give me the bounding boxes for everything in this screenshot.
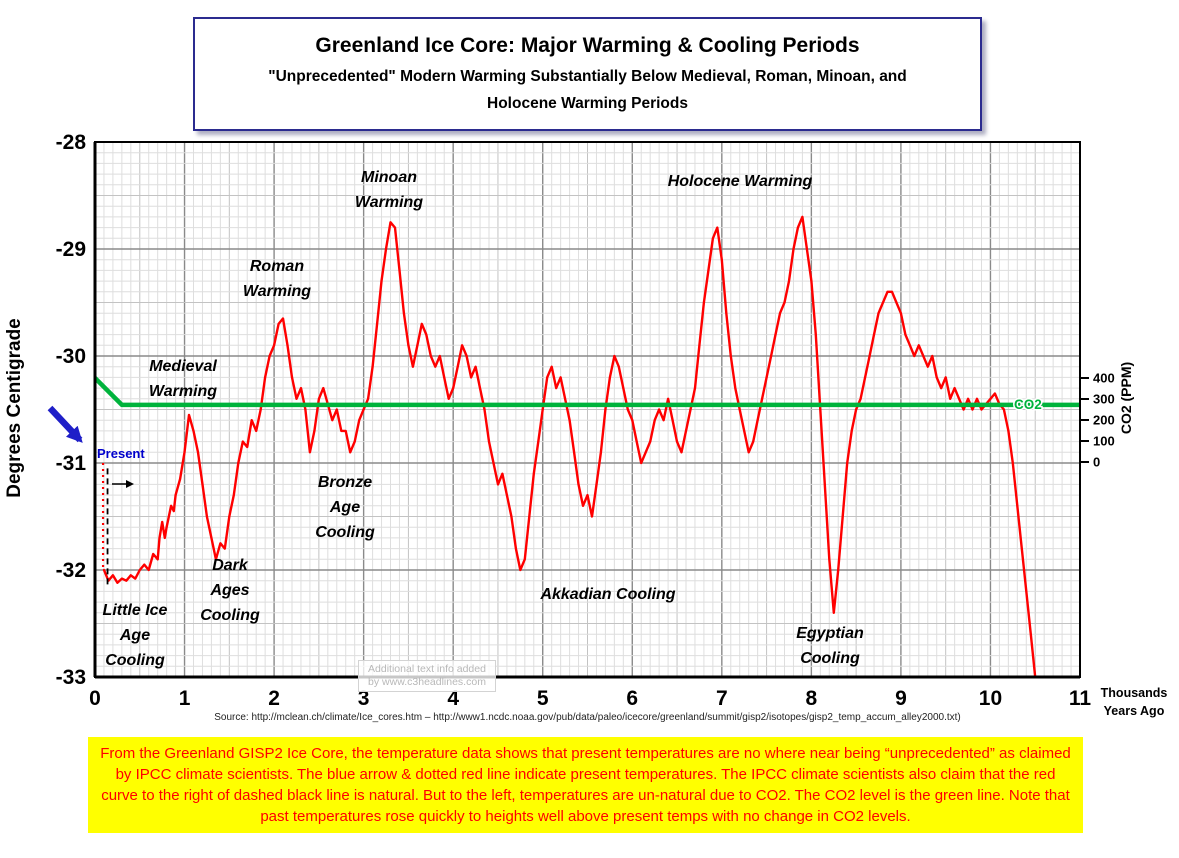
caption-box: From the Greenland GISP2 Ice Core, the t… <box>88 737 1083 833</box>
present-label: Present <box>97 446 145 461</box>
y-axis-label-degrees-centigrade: Degrees Centigrade <box>4 318 25 498</box>
co2-tick-label: 200 <box>1093 413 1115 428</box>
co2-tick-label: 300 <box>1093 392 1115 407</box>
y-tick-label: -28 <box>56 131 87 154</box>
source-line: Source: http://mclean.ch/climate/Ice_cor… <box>214 712 961 723</box>
x-axis-note-thousands-years-ago: Thousands Years Ago <box>1100 686 1168 718</box>
x-tick-label: 11 <box>1069 687 1092 710</box>
temperature-line <box>102 215 1037 679</box>
annotation-roman-warming: Roman Warming <box>242 258 312 300</box>
y-tick-label: -29 <box>56 238 86 261</box>
x-tick-label: 2 <box>268 687 280 710</box>
co2-tick-label: 400 <box>1093 371 1115 386</box>
x-tick-label: 7 <box>716 687 728 710</box>
x-tick-label: 1 <box>179 687 191 710</box>
annotation-medieval-warming: Medieval Warming <box>148 358 218 400</box>
x-tick-label: 6 <box>626 687 638 710</box>
x-tick-label: 10 <box>979 687 1002 710</box>
annotation-dark-ages-cooling: Dark Ages Cooling <box>200 557 260 624</box>
co2-line-label: CO2 <box>1014 397 1042 412</box>
x-tick-label: 5 <box>537 687 549 710</box>
present-blue-arrow <box>47 405 83 443</box>
temperature-co2-chart: -28-29-30-31-32-330 1 2 3 4 5 6 7 8 9 10 1140030020… <box>47 131 1115 710</box>
x-tick-label: 8 <box>806 687 818 710</box>
annotation-egyptian-cooling: Egyptian Cooling <box>796 625 864 667</box>
annotation-holocene-warming: Holocene Warming <box>667 173 813 190</box>
annotation-little-ice-age-cooling: Little Ice Age Cooling <box>102 602 168 669</box>
x-tick-label: 0 <box>89 687 101 710</box>
chart-title: Greenland Ice Core: Major Warming & Cool… <box>315 34 860 57</box>
co2-tick-label: 0 <box>1093 455 1100 470</box>
y-axis-label-co2-ppm: CO2 (PPM) <box>1118 361 1134 435</box>
y-tick-label: -33 <box>56 666 86 689</box>
y-tick-label: -30 <box>56 345 86 368</box>
title-box: Greenland Ice Core: Major Warming & Cool… <box>193 17 982 131</box>
y-tick-label: -31 <box>56 452 87 475</box>
watermark-c3headlines: Additional text info added by www.c3head… <box>358 660 496 692</box>
co2-line <box>93 376 1080 408</box>
annotation-minoan-warming: Minoan Warming <box>354 169 424 211</box>
co2-tick-label: 100 <box>1093 434 1115 449</box>
x-tick-label: 9 <box>895 687 907 710</box>
annotation-akkadian-cooling: Akkadian Cooling <box>540 586 676 603</box>
annotation-bronze-age-cooling: Bronze Age Cooling <box>315 474 375 541</box>
chart-subtitle: "Unprecedented" Modern Warming Substanti… <box>268 68 907 112</box>
x-tick-label: 3 <box>358 687 370 710</box>
y-tick-label: -32 <box>56 559 86 582</box>
x-tick-label: 4 <box>447 687 459 710</box>
